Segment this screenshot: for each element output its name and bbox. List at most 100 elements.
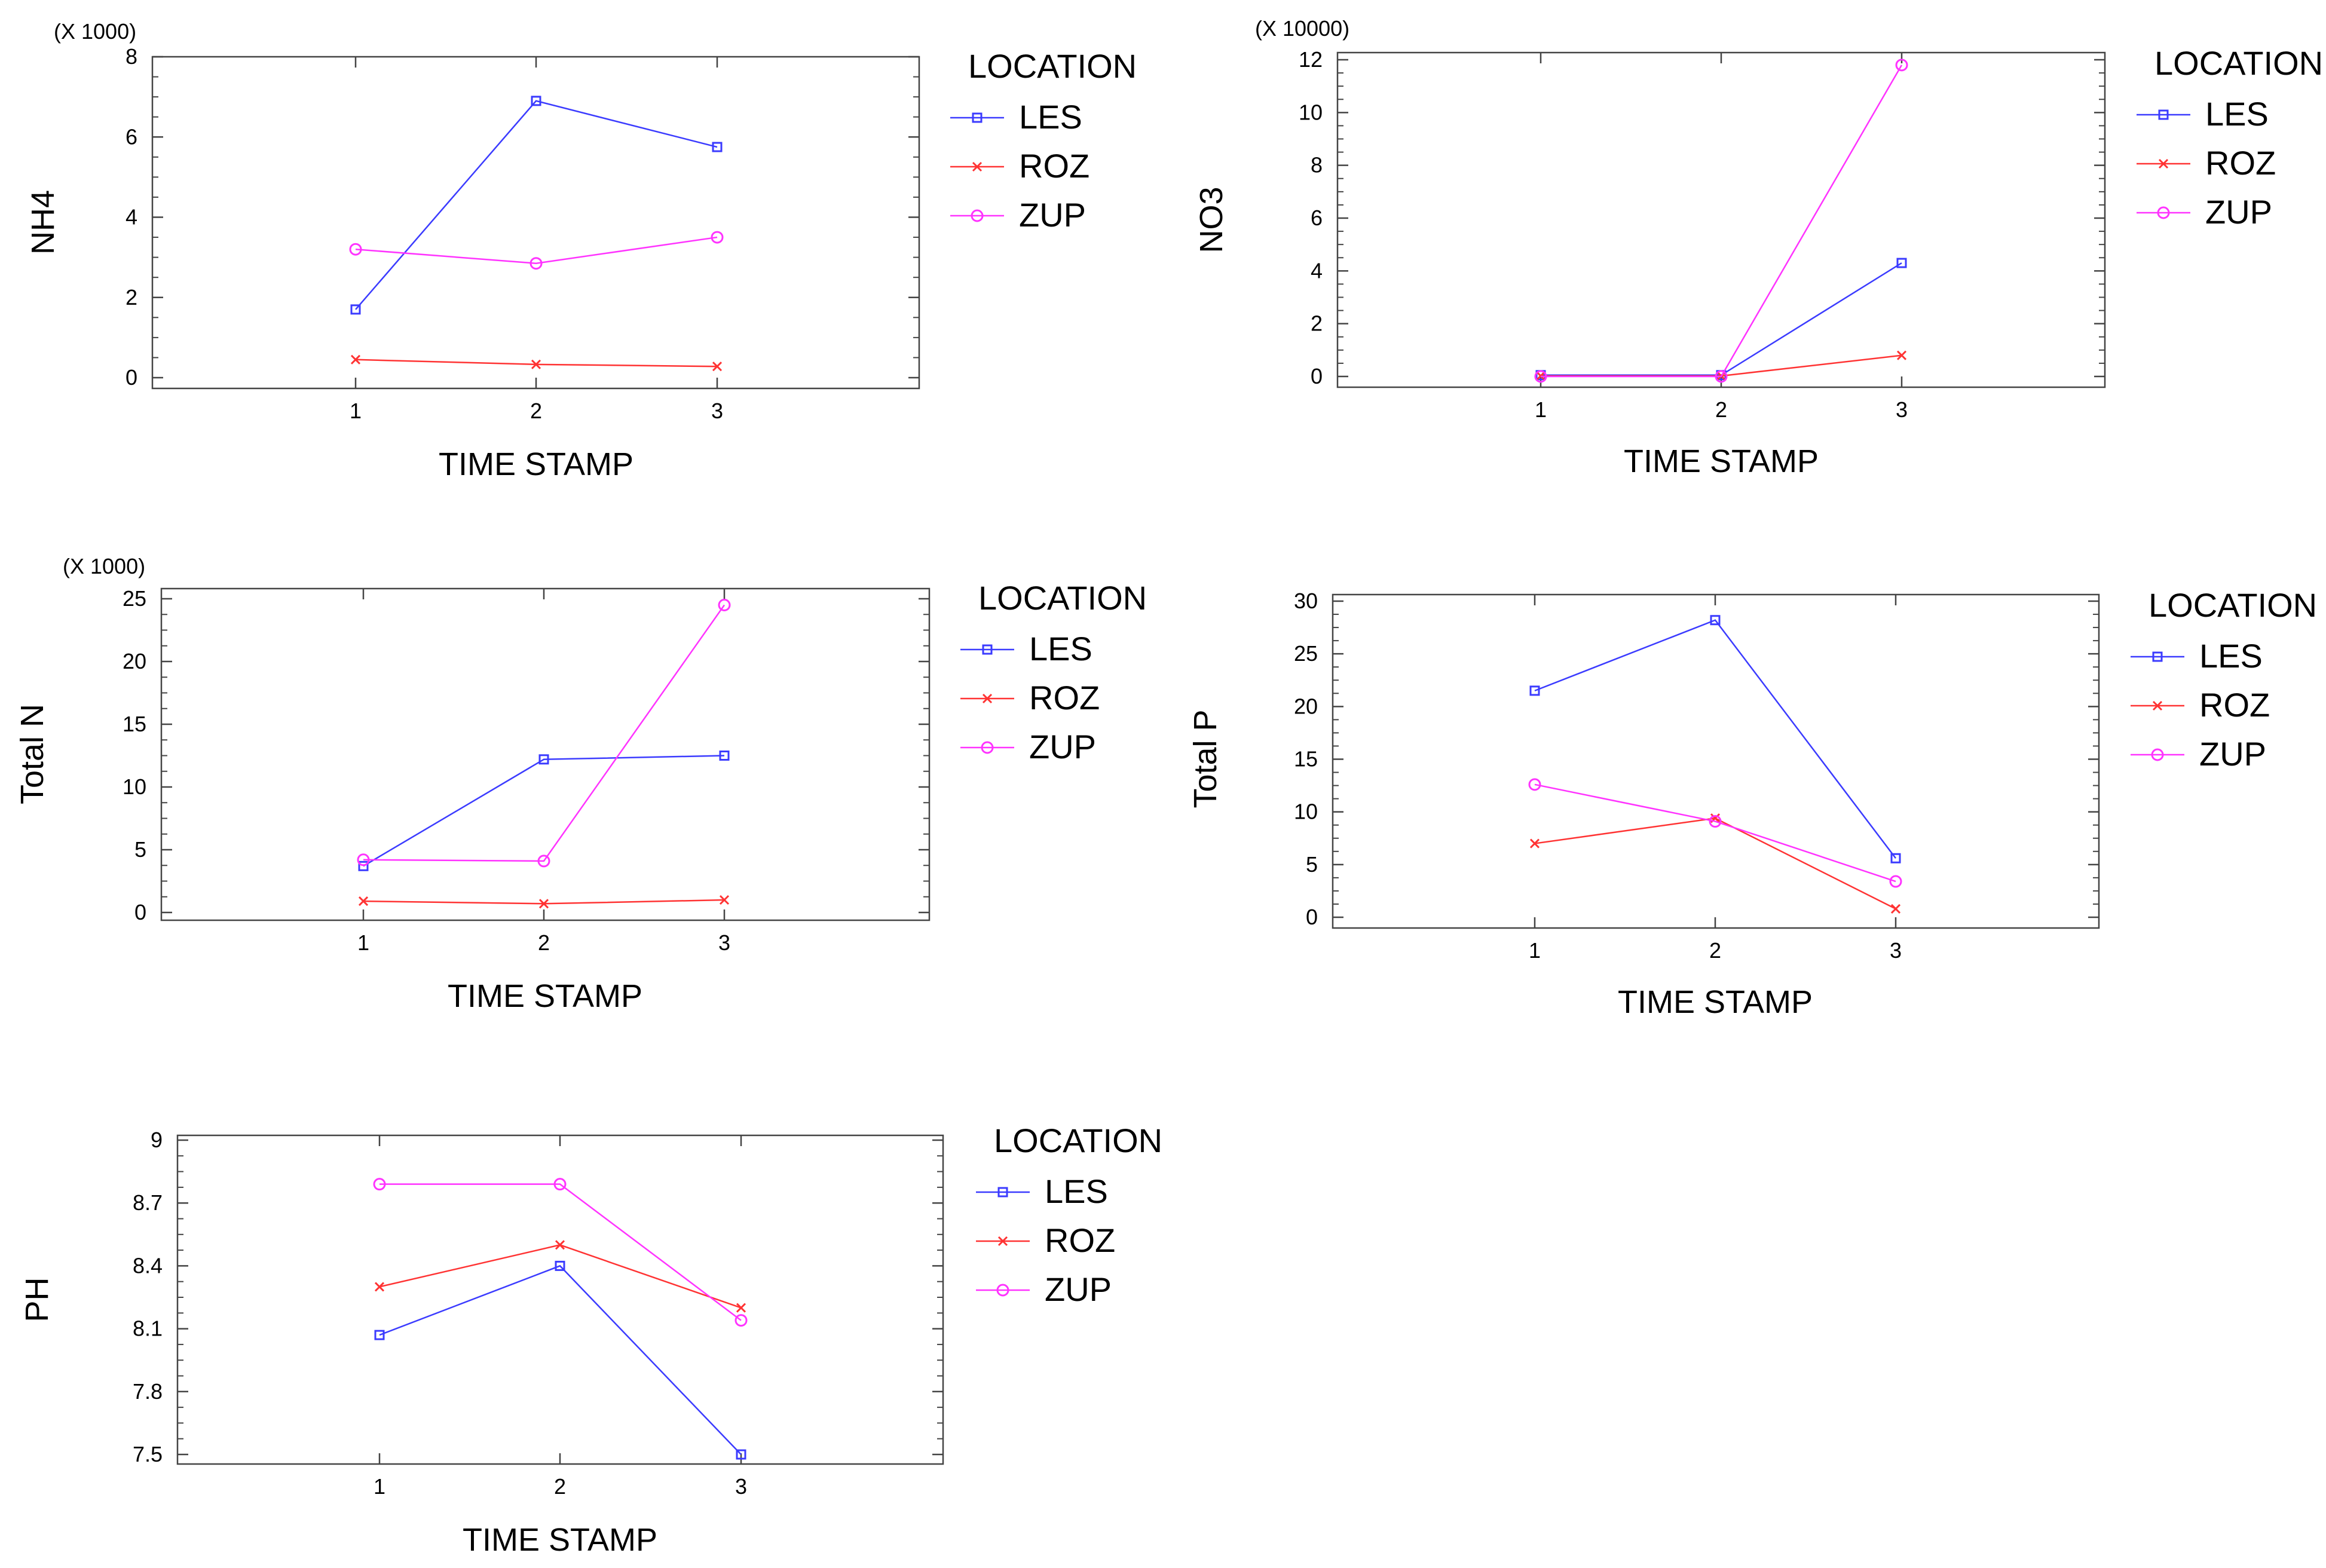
series-les-line: [355, 100, 718, 310]
series-les-square-marker: [719, 751, 730, 761]
series-zup-circle-marker: [1889, 875, 1902, 888]
series-roz-line: [379, 1244, 742, 1309]
y-tick-label: 4: [126, 205, 137, 229]
series-les-square-marker: [1529, 685, 1540, 696]
series-zup-circle-marker: [530, 257, 543, 270]
series-roz-cross-marker: [1529, 838, 1540, 849]
plot-frame: [1332, 593, 2100, 929]
legend-entry-zup: ZUP: [950, 196, 1086, 234]
y-tick-label: 8.7: [133, 1190, 163, 1215]
series-roz-cross-marker: [1896, 350, 1907, 360]
plot-frame: [151, 56, 920, 390]
y-scale-note: (X 1000): [54, 19, 136, 44]
series-roz-cross-marker: [538, 899, 549, 909]
legend-entry-roz-label: ROZ: [1029, 679, 1100, 716]
legend-entry-les-square-marker: [972, 112, 983, 123]
legend-entry-les-square-marker: [2158, 109, 2169, 120]
series-les-square-marker: [358, 860, 369, 871]
legend-entry-zup-label: ZUP: [2199, 735, 2266, 773]
legend-entry-roz-cross-marker: [2152, 700, 2163, 711]
legend-entry-roz-label: ROZ: [1019, 147, 1089, 185]
series-zup-circle-marker: [553, 1178, 567, 1191]
series-zup-circle-marker: [1895, 59, 1908, 72]
y-axis-title: PH: [19, 1277, 55, 1322]
plot-frame: [160, 587, 931, 921]
y-tick-label: 25: [1294, 641, 1318, 666]
legend-entry-roz-label: ROZ: [2199, 686, 2270, 724]
series-zup: [1534, 59, 1908, 383]
legend: LOCATION LES ROZ ZUP: [976, 1122, 1162, 1308]
x-axis-title: TIME STAMP: [1618, 984, 1813, 1020]
series-zup-circle-marker: [1534, 370, 1547, 383]
y-tick-label: 2: [126, 285, 137, 310]
series-les: [1529, 615, 1901, 863]
series-roz-cross-marker: [712, 362, 723, 372]
series-zup-circle-marker: [1709, 815, 1722, 828]
x-tick-label: 3: [1890, 938, 1902, 963]
y-tick-label: 10: [1299, 100, 1323, 124]
series-les-square-marker: [1890, 853, 1901, 863]
legend-entry-roz: ROZ: [2137, 144, 2276, 182]
series-zup: [357, 599, 731, 868]
series-les-square-marker: [555, 1260, 565, 1271]
y-tick-label: 10: [123, 774, 146, 799]
y-axis-title: NO3: [1193, 186, 1229, 253]
legend: LOCATION LES ROZ ZUP: [960, 579, 1147, 765]
legend-entry-roz-label: ROZ: [2205, 144, 2276, 182]
y-tick-label: 0: [126, 365, 137, 390]
y-tick-label: 7.5: [133, 1442, 163, 1466]
series-roz-cross-marker: [719, 895, 730, 905]
series-roz-cross-marker: [358, 896, 369, 906]
legend-title: LOCATION: [994, 1122, 1162, 1159]
series-les: [358, 751, 730, 871]
y-tick-label: 0: [1311, 364, 1323, 388]
legend-entry-les: LES: [950, 98, 1082, 136]
y-tick-label: 0: [134, 900, 146, 924]
series-zup: [373, 1178, 748, 1327]
legend-entry-zup: ZUP: [960, 728, 1096, 765]
legend-entry-roz: ROZ: [976, 1221, 1115, 1259]
x-tick-label: 1: [374, 1474, 385, 1499]
series-les: [350, 96, 723, 315]
series-roz: [358, 895, 730, 909]
legend-entry-les-square-marker: [997, 1187, 1008, 1198]
series-zup-line: [379, 1183, 742, 1321]
legend-title: LOCATION: [978, 579, 1147, 617]
legend-entry-les-label: LES: [1029, 630, 1092, 667]
series-zup-line: [1541, 65, 1903, 378]
y-scale-note: (X 1000): [63, 554, 145, 578]
series-les-square-marker: [712, 142, 723, 152]
chart-total-n: 0 5 10 15 20 25 1 2 3 (X 1000) TIME STAMP Total N LO…: [14, 554, 1147, 1014]
series-les-square-marker: [374, 1330, 385, 1340]
y-tick-label: 9: [151, 1128, 163, 1152]
series-zup-line: [355, 236, 718, 264]
legend-entry-zup-circle-marker: [981, 741, 994, 754]
series-les-line: [1541, 262, 1902, 376]
legend-entry-zup-circle-marker: [996, 1284, 1009, 1297]
x-tick-label: 3: [1896, 397, 1908, 422]
legend-entry-les-label: LES: [2205, 95, 2269, 133]
legend: LOCATION LES ROZ ZUP: [2137, 44, 2323, 231]
x-tick-label: 1: [350, 399, 362, 423]
y-tick-label: 25: [123, 586, 146, 611]
series-zup-line: [363, 604, 726, 862]
series-les-square-marker: [531, 96, 541, 106]
series-roz-cross-marker: [555, 1240, 565, 1250]
legend-entry-roz-cross-marker: [972, 161, 983, 172]
legend-entry-roz-cross-marker: [982, 693, 993, 704]
series-les-square-marker: [1896, 258, 1907, 268]
y-axis-title: NH4: [25, 190, 61, 255]
y-tick-label: 5: [1306, 852, 1318, 877]
legend-entry-roz-label: ROZ: [1045, 1221, 1115, 1259]
legend: LOCATION LES ROZ ZUP: [2131, 586, 2317, 773]
series-zup-circle-marker: [349, 243, 362, 256]
y-tick-label: 20: [1294, 694, 1318, 718]
y-tick-label: 10: [1294, 800, 1318, 824]
x-tick-label: 3: [718, 930, 730, 955]
series-zup: [349, 231, 724, 270]
legend-entry-zup: ZUP: [2131, 735, 2266, 773]
x-axis-title: TIME STAMP: [448, 978, 642, 1014]
